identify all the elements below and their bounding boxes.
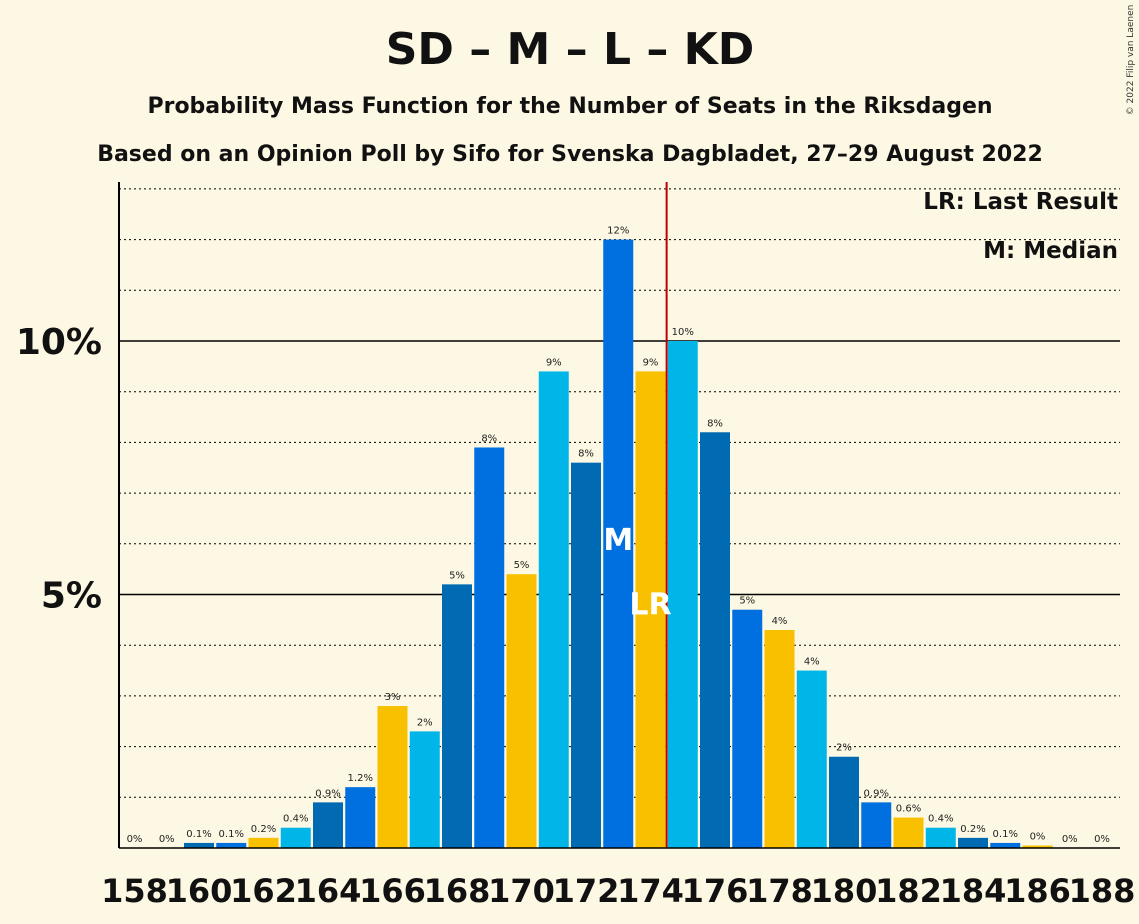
bar: [248, 837, 279, 848]
bar: [925, 827, 956, 848]
data-label: 4%: [804, 657, 820, 668]
x-tick-label: 176: [682, 872, 749, 910]
chart-subtitle: Probability Mass Function for the Number…: [147, 94, 992, 119]
bar: [474, 447, 505, 848]
data-label: 0.4%: [928, 814, 953, 825]
bar: [732, 609, 763, 848]
bar: [506, 574, 537, 848]
data-label: 1.2%: [348, 773, 373, 784]
legend-median: M: Median: [983, 238, 1118, 264]
x-tick-label: 164: [295, 872, 362, 910]
data-label: 0.2%: [251, 824, 276, 835]
y-tick-labels: 5% 10%: [16, 322, 102, 617]
x-tick-label: 158: [101, 872, 168, 910]
data-label: 0%: [1062, 834, 1078, 845]
x-tick-label: 174: [617, 872, 684, 910]
x-tick-label: 180: [811, 872, 878, 910]
x-tick-label: 178: [746, 872, 813, 910]
chart-title: SD – M – L – KD: [386, 24, 755, 75]
bar: [409, 731, 440, 848]
data-label: 9%: [643, 357, 659, 368]
x-tick-label: 160: [166, 872, 233, 910]
x-tick-label: 172: [553, 872, 620, 910]
bar: [700, 432, 730, 848]
data-label: 5%: [739, 596, 755, 607]
x-tick-label: 184: [940, 872, 1007, 910]
data-label: 12%: [607, 226, 629, 237]
data-label: 0%: [127, 834, 143, 845]
chart-subtitle-2: Based on an Opinion Poll by Sifo for Sve…: [97, 142, 1043, 167]
bar: [313, 802, 343, 848]
legend-last-result: LR: Last Result: [923, 189, 1118, 215]
y-tick-label: 10%: [16, 322, 102, 363]
data-label: 0%: [159, 834, 175, 845]
bar: [893, 817, 924, 848]
data-label: 0.9%: [315, 788, 340, 799]
bar: [829, 756, 859, 848]
data-label: 4%: [772, 616, 788, 627]
data-label: 0.1%: [993, 829, 1018, 840]
bar: [667, 341, 698, 848]
bar: [861, 802, 892, 848]
data-label: 5%: [514, 560, 530, 571]
x-tick-labels: 1581601621641661681701721741761781801821…: [101, 872, 1135, 910]
bar: [603, 239, 634, 849]
bar: [958, 837, 988, 848]
x-tick-label: 186: [1004, 872, 1071, 910]
bar: [216, 842, 247, 848]
data-label: 0.6%: [896, 804, 921, 815]
bar: [1022, 845, 1053, 848]
data-label: 8%: [707, 418, 723, 429]
copyright: © 2022 Filip van Laenen: [1126, 5, 1136, 116]
data-label: 9%: [546, 357, 562, 368]
bar: [538, 371, 569, 848]
markers: M LR: [603, 182, 672, 848]
data-label: 8%: [481, 433, 497, 444]
bar: [571, 462, 601, 848]
bar: [184, 842, 214, 848]
data-label: 8%: [578, 449, 594, 460]
data-label: 0%: [1030, 831, 1046, 842]
bar: [345, 787, 376, 848]
x-tick-label: 170: [488, 872, 555, 910]
x-tick-label: 162: [230, 872, 297, 910]
data-label: 10%: [672, 327, 694, 338]
data-label: 2%: [836, 743, 852, 754]
bar: [280, 827, 311, 848]
bar: [796, 670, 827, 848]
data-label: 2%: [417, 717, 433, 728]
bar: [990, 842, 1021, 848]
bar: [764, 629, 795, 848]
bar: [377, 706, 408, 848]
data-labels: 0% 0% 0.1% 0.1% 0.2% 0.4% 0.9% 1.2% 3% 2% 5% 8% 5% 9%…: [127, 226, 1110, 845]
median-marker: M: [603, 523, 633, 558]
last-result-marker: LR: [629, 587, 671, 622]
bar: [442, 584, 472, 848]
data-label: 0.9%: [864, 788, 889, 799]
data-label: 0%: [1094, 834, 1110, 845]
data-label: 0.1%: [186, 829, 211, 840]
x-tick-label: 188: [1069, 872, 1136, 910]
bars: [184, 239, 1053, 849]
data-label: 0.2%: [960, 824, 985, 835]
bar: [635, 371, 666, 848]
data-label: 3%: [385, 692, 401, 703]
data-label: 0.4%: [283, 814, 308, 825]
x-tick-label: 168: [424, 872, 491, 910]
x-tick-label: 182: [875, 872, 942, 910]
x-tick-label: 166: [359, 872, 426, 910]
y-tick-label: 5%: [41, 576, 102, 617]
data-label: 5%: [449, 570, 465, 581]
data-label: 0.1%: [219, 829, 244, 840]
